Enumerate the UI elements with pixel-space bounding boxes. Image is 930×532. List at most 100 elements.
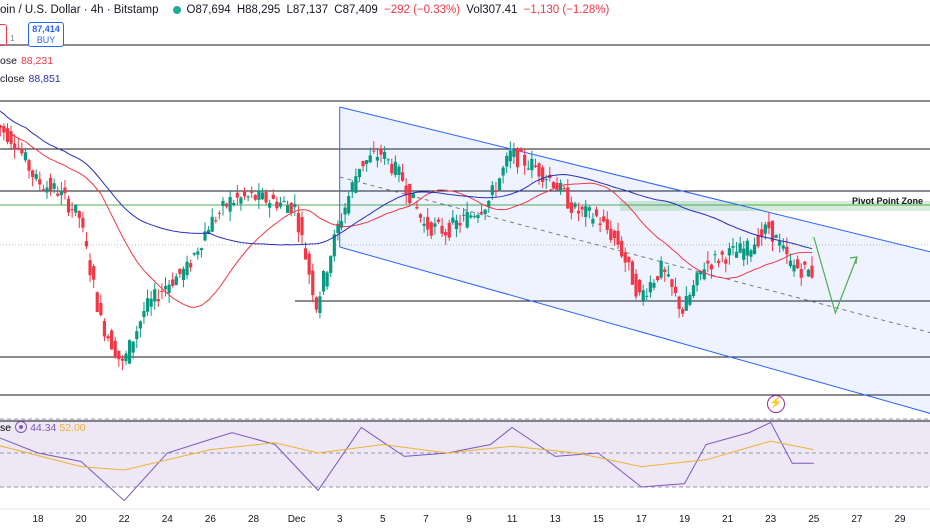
candle-body — [207, 229, 211, 235]
candle-body — [713, 254, 717, 256]
candle-body — [185, 261, 189, 276]
candle-body — [296, 212, 300, 233]
candle-body — [602, 216, 606, 222]
candle-body — [303, 248, 308, 260]
candle-body — [379, 148, 383, 155]
candle-body — [2, 126, 6, 133]
candle-body — [142, 311, 146, 318]
x-axis-tick-label: 20 — [76, 514, 88, 525]
candle-body — [343, 207, 347, 215]
candle-body — [336, 223, 340, 233]
candle-body — [605, 219, 609, 230]
candle-body — [332, 234, 336, 257]
rsi-ma-line — [0, 440, 814, 471]
candle-body — [426, 216, 430, 230]
channel-upper-line — [339, 106, 930, 253]
ma-slow-legend[interactable]: close 88,851 — [0, 73, 61, 85]
candle-body — [235, 192, 239, 198]
candle-body — [110, 330, 114, 350]
candle-body — [181, 268, 186, 281]
candle-body — [677, 296, 681, 309]
candle-body — [472, 216, 476, 218]
candle-body — [612, 230, 617, 239]
candle-body — [160, 290, 164, 292]
candle-body — [519, 149, 523, 152]
x-axis-tick-label: Dec — [288, 514, 306, 525]
candle-body — [246, 196, 250, 198]
candle-body — [289, 202, 293, 214]
candle-body — [59, 190, 63, 196]
candle-body — [587, 207, 591, 211]
candle-body — [178, 268, 182, 275]
candle-body — [594, 209, 599, 216]
candle-body — [13, 143, 17, 150]
rsi-settings-icon[interactable] — [15, 421, 28, 433]
candle-body — [440, 225, 444, 234]
candle-body — [9, 131, 13, 144]
candle-body — [562, 188, 566, 190]
candle-body — [526, 168, 530, 170]
candle-body — [623, 252, 627, 263]
candle-body — [537, 163, 541, 177]
candle-body — [720, 251, 724, 255]
candle-body — [361, 160, 365, 167]
candle-body — [196, 251, 200, 255]
candle-body — [260, 192, 265, 200]
candle-body — [127, 340, 132, 364]
projection-arrowhead — [849, 256, 858, 265]
symbol-title[interactable]: oin / U.S. Dollar · 4h · Bitstamp — [0, 4, 159, 16]
candle-body — [404, 185, 408, 196]
candle-body — [774, 235, 778, 238]
candle-body — [566, 187, 570, 209]
ma-fast-line — [0, 124, 813, 308]
candle-body — [34, 174, 38, 180]
candle-body — [652, 282, 656, 288]
candle-body — [670, 279, 674, 287]
buy-price: 87,414 — [32, 24, 60, 34]
sell-button[interactable] — [0, 24, 7, 46]
candle-body — [533, 165, 538, 168]
candle-body — [508, 150, 512, 162]
candle-body — [476, 214, 480, 218]
ma-fast-legend[interactable]: ose 88,231 — [0, 55, 53, 67]
candle-body — [666, 274, 670, 277]
candle-body — [171, 279, 175, 286]
candle-body — [339, 221, 344, 228]
candle-body — [749, 250, 753, 257]
lightning-bolt-icon[interactable]: ⚡ — [767, 395, 785, 413]
candle-body — [569, 202, 573, 213]
candle-body — [167, 284, 171, 294]
candle-body — [271, 194, 275, 199]
candle-body — [307, 253, 311, 275]
candle-body — [706, 260, 710, 264]
candle-body — [778, 241, 782, 246]
candle-body — [174, 276, 178, 286]
rsi-legend[interactable]: se 44.34 52.00 — [0, 421, 86, 434]
candle-body — [250, 191, 254, 193]
candle-body — [84, 241, 89, 247]
candle-body — [742, 248, 746, 260]
candle-body — [781, 245, 785, 249]
ohlc-close: C87,409 — [334, 4, 378, 16]
candle-body — [752, 244, 757, 255]
candle-body — [756, 234, 760, 247]
candle-body — [745, 240, 749, 256]
candle-body — [799, 269, 803, 278]
candle-body — [433, 223, 437, 227]
buy-button[interactable]: 87,414 BUY — [28, 22, 64, 47]
candle-body — [390, 163, 394, 174]
x-axis-tick-label: 11 — [507, 514, 518, 525]
candle-body — [81, 217, 85, 228]
candle-body — [52, 183, 56, 189]
candle-body — [541, 167, 545, 182]
candle-body — [156, 299, 160, 302]
candle-body — [41, 189, 45, 191]
candle-body — [709, 264, 714, 270]
candle-body — [717, 260, 721, 264]
x-axis-tick-label: 25 — [808, 514, 820, 525]
candle-body — [20, 149, 24, 154]
candle-body — [135, 331, 139, 340]
candle-body — [95, 292, 99, 312]
